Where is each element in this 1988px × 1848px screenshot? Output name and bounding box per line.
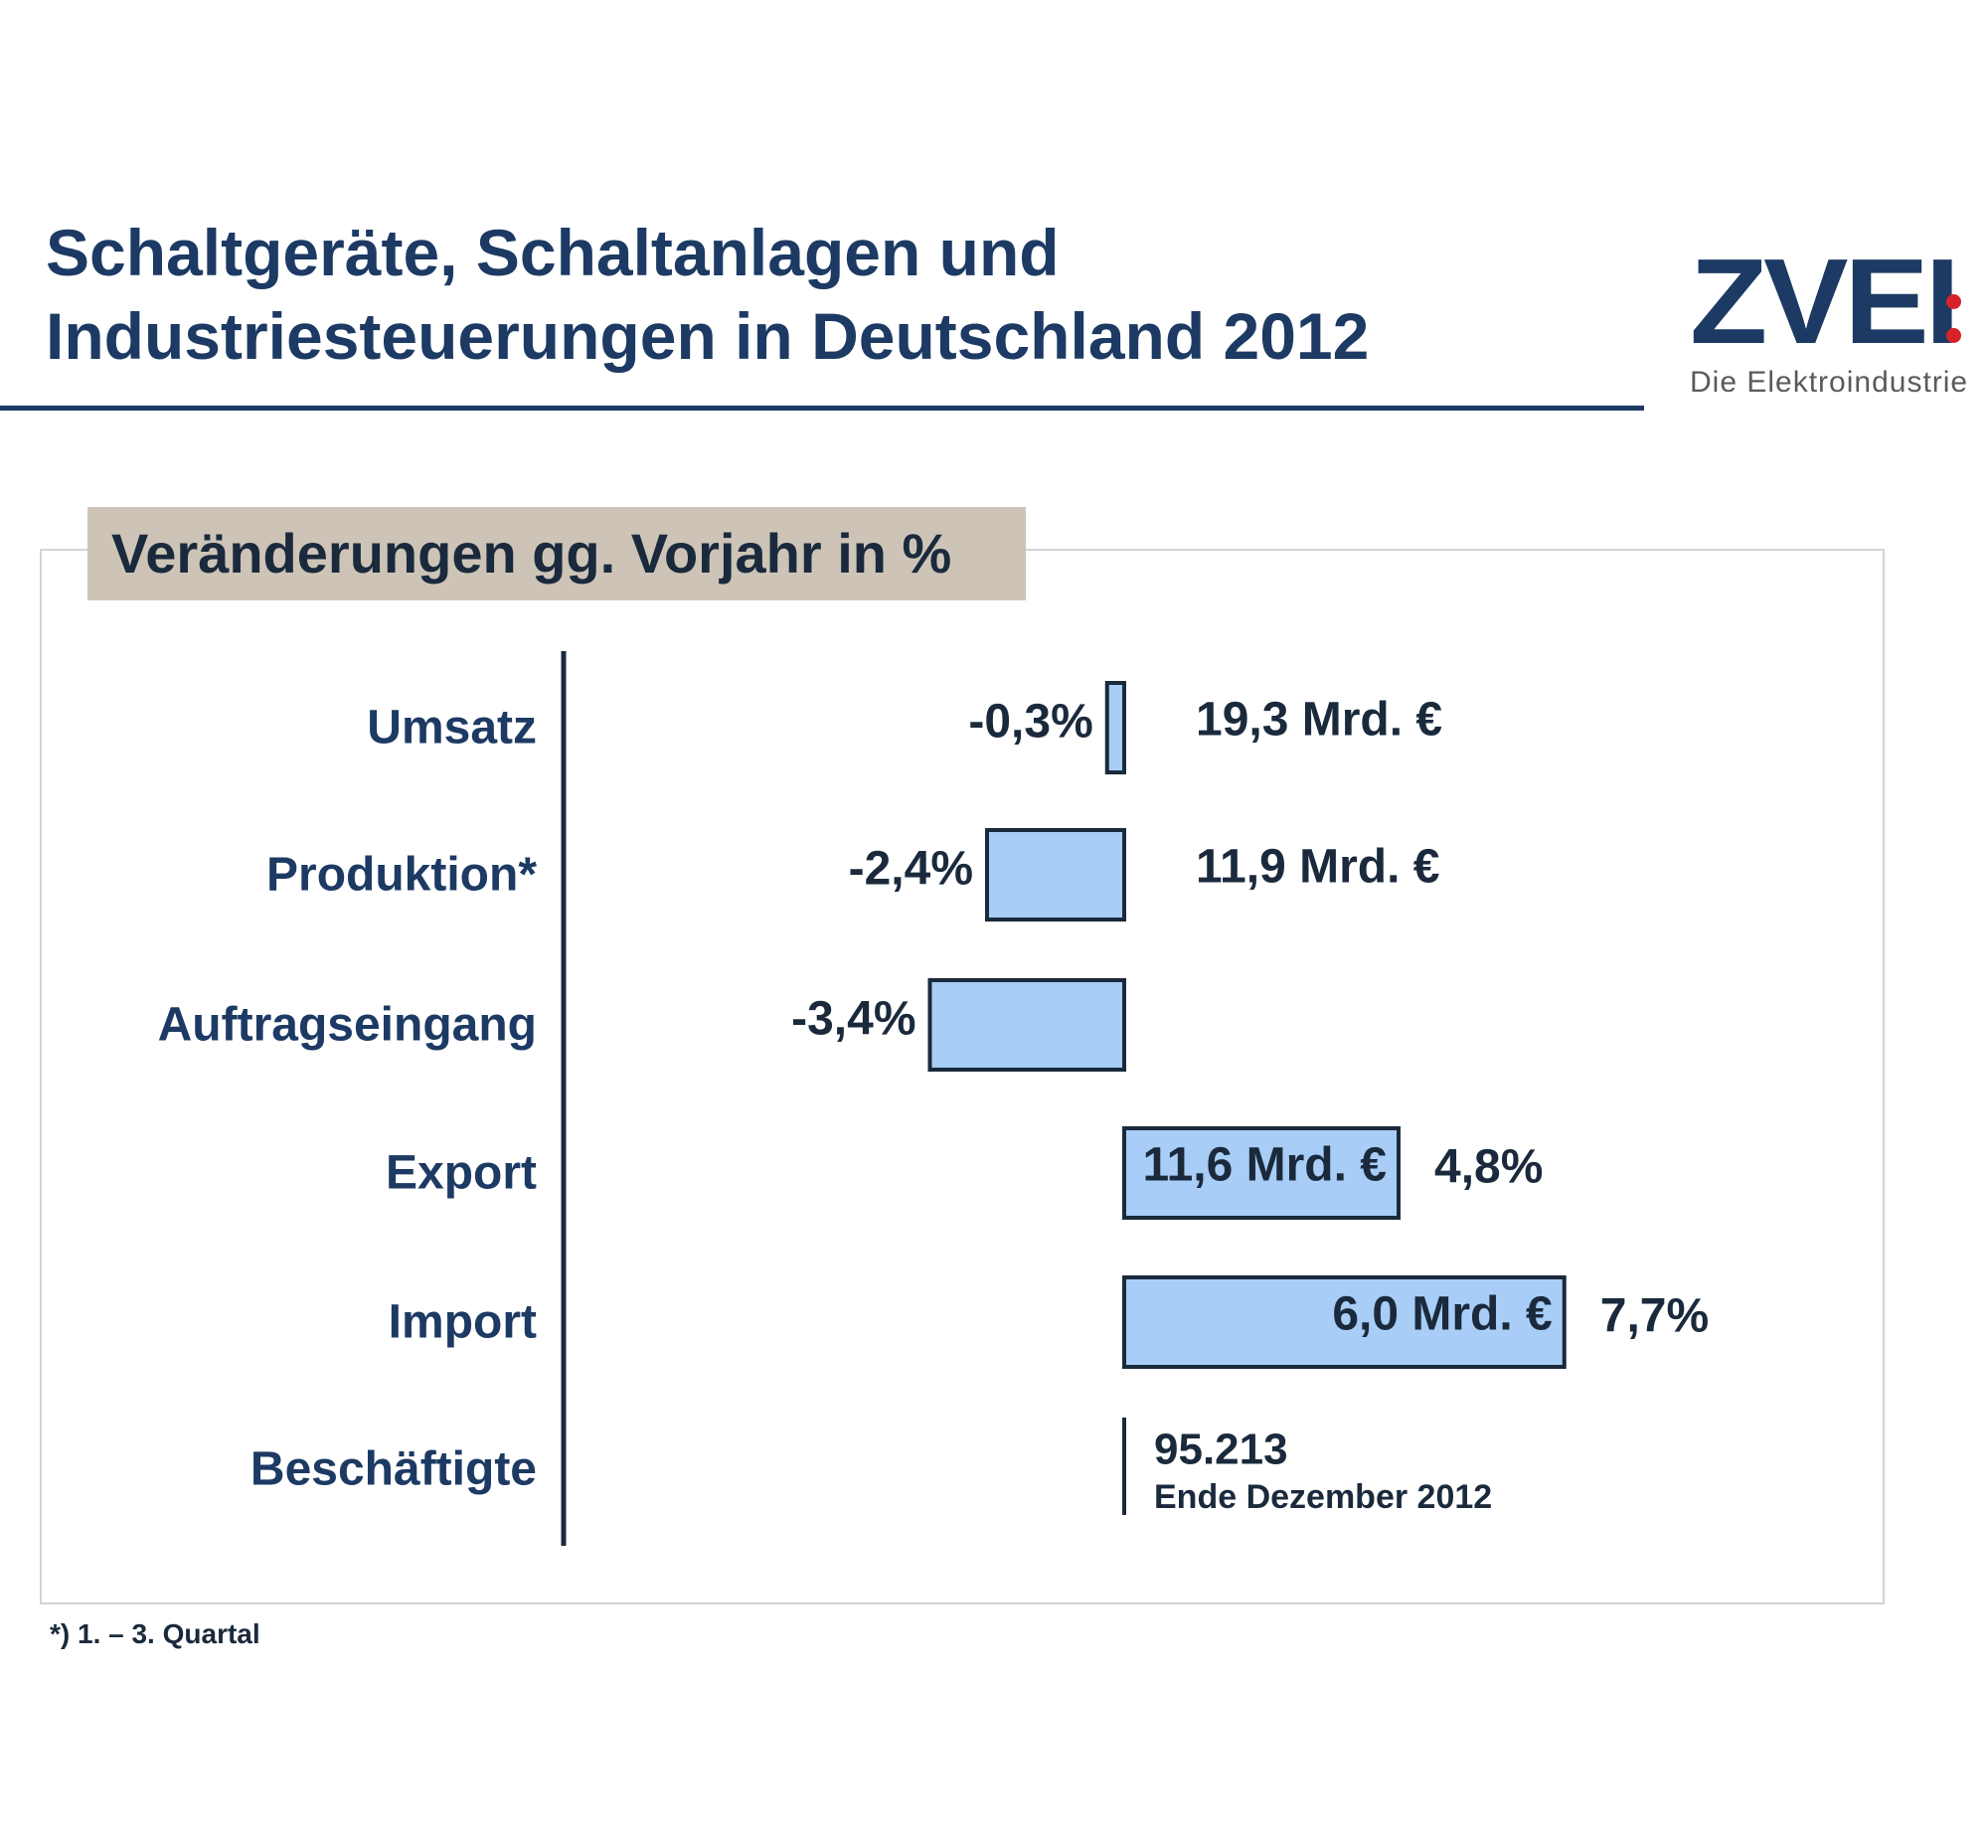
amount-label: 19,3 Mrd. € (1196, 694, 1442, 747)
category-label: Umsatz (367, 702, 537, 755)
chart-title: Schaltgeräte, Schaltanlagen und Industri… (46, 211, 1596, 378)
footnote: *) 1. – 3. Quartal (50, 1618, 260, 1649)
bar (1122, 1126, 1401, 1220)
chart-subtitle: Veränderungen gg. Vorjahr in % (87, 507, 1026, 600)
logo-dot-bottom (1946, 328, 1961, 343)
bar (1122, 1275, 1567, 1369)
category-label: Produktion* (266, 849, 537, 902)
zvei-logo: ZVEI (1690, 234, 1960, 369)
bar (1104, 681, 1126, 774)
amount-label: 11,9 Mrd. € (1196, 841, 1439, 894)
value-label: -3,4% (791, 993, 915, 1046)
label-layer: Umsatz -0,3% 19,3 Mrd. € Produktion* -2,4% 11… (158, 694, 1710, 1517)
bar (985, 828, 1126, 922)
amount-label: 11,6 Mrd. € (1143, 1139, 1387, 1192)
title-line-1: Schaltgeräte, Schaltanlagen und (46, 216, 1060, 289)
amount-label: 95.213 (1154, 1426, 1288, 1474)
amount-note: Ende Dezember 2012 (1154, 1478, 1492, 1516)
title-divider (0, 406, 1644, 411)
amount-label: 6,0 Mrd. € (1332, 1288, 1552, 1341)
value-label: -2,4% (849, 843, 973, 896)
value-label: -0,3% (968, 696, 1092, 749)
logo-tagline: Die Elektroindustrie (1690, 366, 1969, 399)
category-label: Beschäftigte (250, 1443, 537, 1496)
bar-layer (927, 681, 1567, 1515)
logo-dot-top (1946, 294, 1961, 309)
bar (927, 978, 1126, 1072)
value-label: 7,7% (1600, 1290, 1709, 1343)
title-line-2: Industriesteuerungen in Deutschland 2012 (46, 299, 1370, 373)
category-label: Export (386, 1147, 537, 1200)
category-label: Auftragseingang (158, 999, 537, 1052)
value-label: 4,8% (1434, 1141, 1543, 1194)
category-label: Import (389, 1296, 537, 1349)
